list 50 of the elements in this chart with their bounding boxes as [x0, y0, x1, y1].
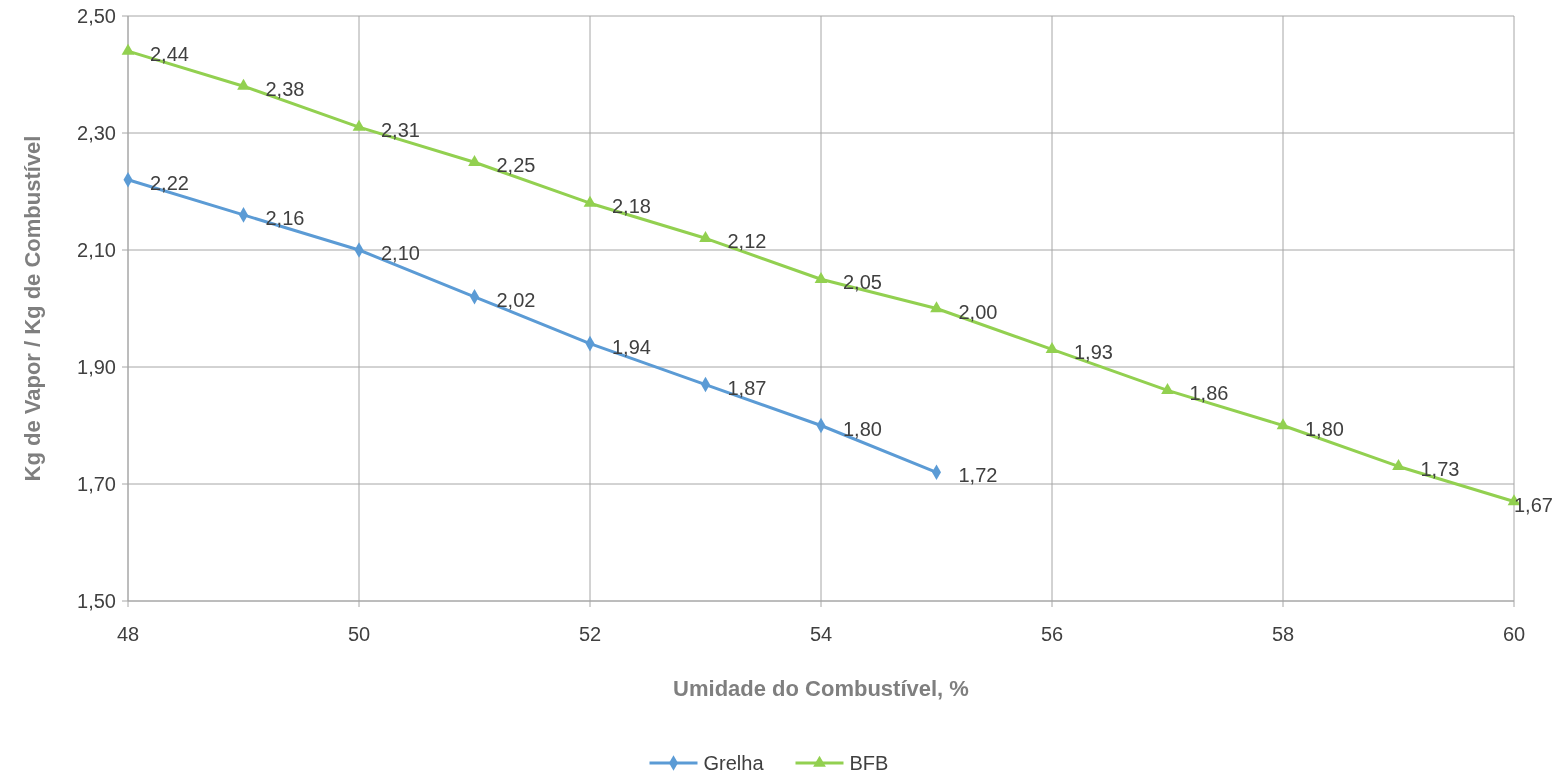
data-label: 2,31 [381, 119, 420, 142]
point [1276, 418, 1290, 430]
point [699, 230, 712, 242]
data-label: 2,16 [265, 206, 305, 229]
point [1161, 383, 1174, 395]
point [1392, 459, 1405, 471]
x-axis-title: Umidade do Combustível, % [673, 676, 969, 701]
x-tick-label: 56 [1040, 623, 1064, 645]
data-label: 1,73 [1420, 458, 1460, 481]
data-label: 2,00 [958, 300, 998, 323]
x-tick-label: 52 [578, 623, 602, 645]
point [814, 271, 828, 283]
legend-label: BFB [849, 752, 889, 774]
legend-label: Grelha [703, 752, 765, 774]
x-tick-label: 60 [1502, 623, 1526, 645]
data-label: 1,72 [958, 464, 998, 487]
point [237, 78, 250, 90]
point [121, 43, 135, 55]
point [1045, 342, 1059, 354]
data-label: 2,18 [612, 195, 651, 218]
y-tick-label: 1,70 [77, 473, 116, 495]
data-label: 2,12 [727, 230, 767, 253]
data-label: 2,05 [843, 271, 882, 294]
data-label: 2,25 [496, 154, 536, 177]
point [930, 301, 943, 313]
y-axis-title: Kg de Vapor / Kg de Combustível [20, 135, 45, 482]
data-label: 2,10 [381, 242, 420, 264]
x-tick-label: 58 [1271, 623, 1295, 645]
data-label: 1,94 [612, 335, 651, 358]
data-label: 1,80 [843, 417, 882, 440]
x-tick-label: 54 [809, 623, 833, 645]
y-tick-label: 1,50 [77, 590, 116, 612]
x-tick-label: 48 [116, 623, 140, 645]
y-tick-label: 2,10 [77, 239, 116, 261]
data-label: 2,44 [150, 43, 189, 66]
y-tick-label: 2,50 [77, 5, 116, 27]
data-label: 2,22 [150, 171, 189, 194]
data-label: 1,93 [1074, 341, 1113, 364]
data-label: 1,87 [727, 376, 767, 399]
point [583, 195, 597, 207]
x-tick-label: 50 [347, 623, 371, 645]
point [352, 119, 366, 131]
data-label: 1,80 [1305, 417, 1344, 440]
y-tick-label: 1,90 [77, 356, 116, 378]
data-label: 2,38 [265, 78, 305, 101]
data-label: 2,02 [496, 288, 536, 311]
data-label: 1,67 [1514, 493, 1553, 516]
point [468, 154, 481, 166]
data-label: 1,86 [1189, 382, 1229, 405]
y-tick-label: 2,30 [77, 122, 116, 144]
